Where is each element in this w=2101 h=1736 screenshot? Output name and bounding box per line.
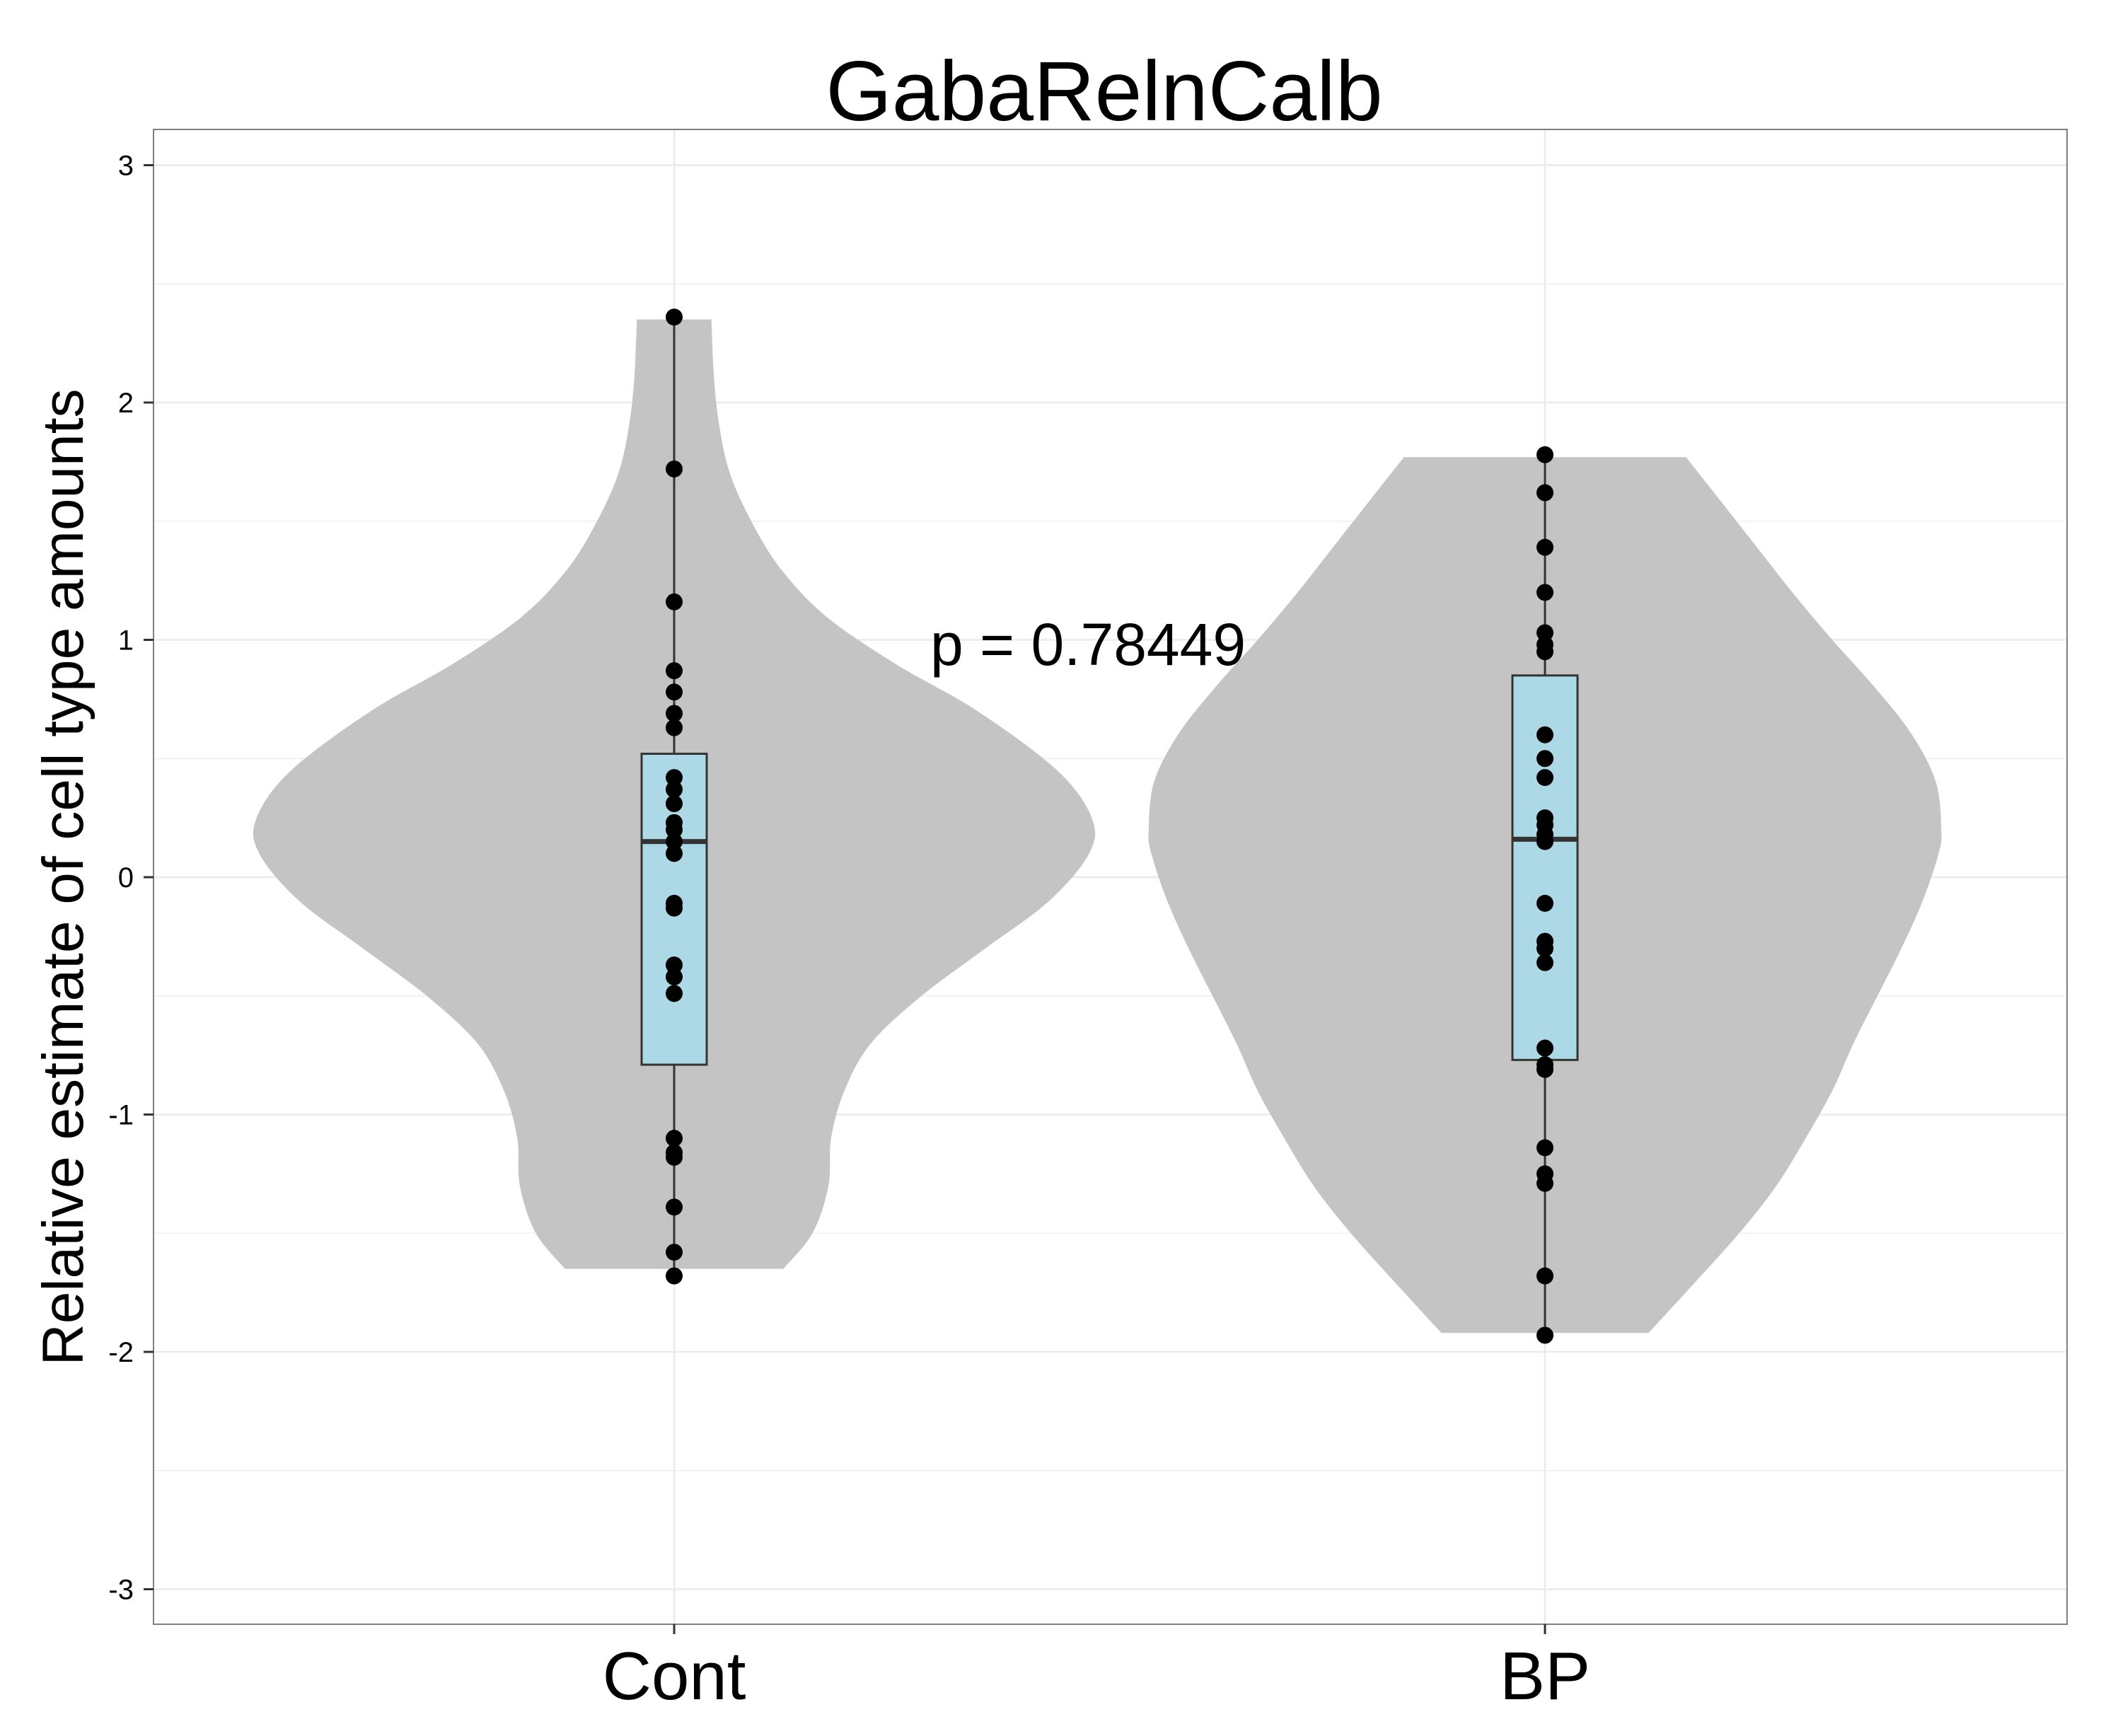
y-tick-label: 3 <box>118 151 134 182</box>
point-BP <box>1536 624 1553 642</box>
point-Cont <box>666 460 683 478</box>
point-BP <box>1536 446 1553 463</box>
point-BP <box>1536 954 1553 971</box>
x-tick-label-BP: BP <box>1500 1638 1590 1714</box>
point-BP <box>1536 939 1553 957</box>
x-tick-label-Cont: Cont <box>603 1638 746 1714</box>
point-Cont <box>666 719 683 736</box>
point-Cont <box>666 845 683 862</box>
y-tick-label: 0 <box>118 862 134 893</box>
point-Cont <box>666 1148 683 1166</box>
point-BP <box>1536 833 1553 850</box>
point-Cont <box>666 1130 683 1147</box>
point-Cont <box>666 1198 683 1216</box>
y-tick-label: -1 <box>108 1100 134 1131</box>
point-Cont <box>666 968 683 985</box>
point-Cont <box>666 794 683 812</box>
point-Cont <box>666 308 683 326</box>
point-Cont <box>666 683 683 701</box>
point-Cont <box>666 705 683 722</box>
point-Cont <box>666 956 683 974</box>
point-BP <box>1536 894 1553 912</box>
point-BP <box>1536 1060 1553 1078</box>
y-axis-label: Relative estimate of cell type amounts <box>31 389 96 1366</box>
point-BP <box>1536 726 1553 743</box>
point-BP <box>1536 1039 1553 1057</box>
y-tick-label: 2 <box>118 388 134 419</box>
point-Cont <box>666 833 683 850</box>
point-Cont <box>666 1267 683 1285</box>
point-BP <box>1536 750 1553 768</box>
y-tick-label: 1 <box>118 625 134 656</box>
point-Cont <box>666 821 683 838</box>
point-Cont <box>666 780 683 798</box>
point-BP <box>1536 538 1553 556</box>
y-axis: -3 -2 -1 0 1 2 3 <box>108 151 154 1606</box>
point-BP <box>1536 1267 1553 1285</box>
data-points <box>666 308 1553 1344</box>
point-Cont <box>666 1244 683 1261</box>
point-Cont <box>666 985 683 1002</box>
violins <box>253 319 1942 1333</box>
y-tick-label: -2 <box>108 1337 134 1368</box>
point-Cont <box>666 593 683 611</box>
point-Cont <box>666 899 683 917</box>
point-BP <box>1536 1326 1553 1344</box>
y-tick-label: -3 <box>108 1575 134 1606</box>
point-BP <box>1536 769 1553 787</box>
p-value-annotation: p = 0.78449 <box>930 611 1246 678</box>
point-Cont <box>666 662 683 680</box>
x-axis: Cont BP <box>603 1624 1590 1714</box>
chart-title: GabaRelnCalb <box>826 44 1382 139</box>
point-BP <box>1536 1174 1553 1192</box>
point-Cont <box>666 769 683 787</box>
point-BP <box>1536 484 1553 502</box>
point-BP <box>1536 584 1553 601</box>
point-BP <box>1536 1139 1553 1157</box>
point-BP <box>1536 643 1553 661</box>
